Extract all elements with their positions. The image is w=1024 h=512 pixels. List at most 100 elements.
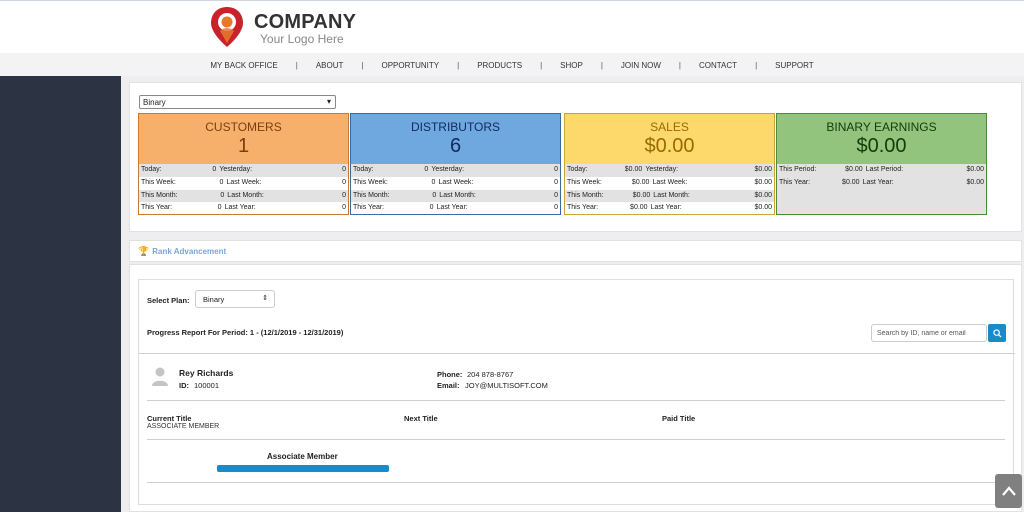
nav-join-now[interactable]: JOIN NOW bbox=[620, 60, 661, 70]
stats-plan-select-value: Binary bbox=[143, 97, 166, 107]
member-id: 100001 bbox=[194, 381, 220, 390]
next-title-label: Next Title bbox=[404, 414, 438, 423]
nav-support[interactable]: SUPPORT bbox=[775, 60, 814, 70]
stat-value: $0.00 bbox=[845, 166, 863, 173]
rank-report: Select Plan: Binary ⇕ Progress Report Fo… bbox=[138, 279, 1015, 505]
site-header: COMPANY Your Logo Here MY BACK OFFICE | … bbox=[0, 0, 1024, 77]
stat-value: $0.00 bbox=[754, 191, 773, 199]
stat-value: 0 bbox=[424, 166, 429, 173]
progress-bar bbox=[217, 465, 389, 472]
stat-label: Last Year: bbox=[224, 204, 256, 212]
stat-value: $0.00 bbox=[624, 166, 643, 173]
rank-panel: Select Plan: Binary ⇕ Progress Report Fo… bbox=[129, 264, 1022, 512]
stat-row: This Year: 0 Last Year: 0 bbox=[351, 202, 560, 215]
email-value: JOY@MULTISOFT.COM bbox=[465, 381, 548, 390]
nav-separator: | bbox=[678, 60, 681, 70]
company-name: COMPANY bbox=[254, 11, 357, 33]
stat-row: This Period: $0.00 Last Period: $0.00 bbox=[777, 164, 986, 177]
location-pin-logo-icon bbox=[211, 7, 243, 47]
trophy-icon: 🏆 bbox=[138, 245, 150, 256]
distributors-card: DISTRIBUTORS 6 Today: 0 Yesterday: 0 This We… bbox=[350, 113, 561, 215]
stat-value: $0.00 bbox=[966, 178, 985, 186]
stat-label: Yesterday: bbox=[645, 166, 679, 173]
current-title-label: Current Title bbox=[147, 414, 192, 423]
stat-value: 0 bbox=[554, 204, 559, 212]
stat-row: This Month: 0 Last Month: 0 bbox=[139, 189, 348, 203]
stat-label: This Year: bbox=[567, 204, 599, 212]
stat-label: Today: bbox=[353, 166, 374, 173]
nav-separator: | bbox=[540, 60, 543, 70]
progress-report-title: Progress Report For Period: 1 - (12/1/20… bbox=[147, 328, 344, 337]
stat-value: 0 bbox=[554, 166, 558, 173]
nav-opportunity[interactable]: OPPORTUNITY bbox=[381, 60, 440, 70]
scroll-to-top-button[interactable] bbox=[995, 474, 1022, 508]
member-id-label: ID: bbox=[179, 381, 189, 390]
divider bbox=[147, 439, 1005, 440]
stat-label: This Month: bbox=[141, 191, 178, 199]
stat-label: Last Week: bbox=[226, 178, 262, 186]
stat-label: This Year: bbox=[353, 204, 385, 212]
nav-separator: | bbox=[755, 60, 758, 70]
stat-label: Last Month: bbox=[439, 191, 476, 199]
rank-advancement-title: Rank Advancement bbox=[152, 246, 227, 256]
stats-plan-select[interactable]: Binary ▾ bbox=[139, 95, 336, 109]
current-title-value: ASSOCIATE MEMBER bbox=[147, 423, 220, 430]
card-header: CUSTOMERS 1 bbox=[139, 114, 348, 164]
nav-about[interactable]: ABOUT bbox=[315, 60, 344, 70]
stat-value: 0 bbox=[432, 191, 437, 199]
phone-label: Phone: bbox=[437, 370, 463, 379]
select-plan-dropdown[interactable]: Binary ⇕ bbox=[195, 290, 275, 308]
card-header: BINARY EARNINGS $0.00 bbox=[777, 114, 986, 164]
stat-value: $0.00 bbox=[754, 166, 772, 173]
nav-products[interactable]: PRODUCTS bbox=[477, 60, 523, 70]
stat-row: Today: 0 Yesterday: 0 bbox=[139, 164, 348, 177]
company-logo[interactable]: COMPANY Your Logo Here bbox=[208, 5, 358, 49]
card-body: Today: 0 Yesterday: 0 This Week: 0 Last Week: 0… bbox=[351, 164, 560, 214]
stat-row: This Week: 0 Last Week: 0 bbox=[139, 177, 348, 190]
stat-value: $0.00 bbox=[754, 204, 773, 212]
search-icon bbox=[992, 328, 1002, 338]
stat-label: Last Year: bbox=[436, 204, 468, 212]
card-header: DISTRIBUTORS 6 bbox=[351, 114, 560, 164]
stat-label: This Week: bbox=[353, 178, 388, 186]
stat-row: Today: $0.00 Yesterday: $0.00 bbox=[565, 164, 774, 177]
stat-label: This Period: bbox=[779, 166, 817, 173]
search-input[interactable] bbox=[871, 324, 987, 342]
binary-earnings-card: BINARY EARNINGS $0.00 This Period: $0.00 L… bbox=[776, 113, 987, 215]
search-button[interactable] bbox=[988, 324, 1006, 342]
stats-panel: Binary ▾ CUSTOMERS 1 Today: 0 Yesterday: 0 T… bbox=[129, 82, 1022, 232]
chevron-updown-icon: ⇕ bbox=[262, 295, 268, 302]
stat-value: 0 bbox=[217, 204, 222, 212]
card-value: $0.00 bbox=[856, 135, 907, 157]
nav-shop[interactable]: SHOP bbox=[560, 60, 583, 70]
select-plan-value: Binary bbox=[203, 294, 225, 304]
stat-label: Yesterday: bbox=[431, 166, 465, 173]
stat-value: 0 bbox=[212, 166, 217, 173]
chevron-up-icon bbox=[1001, 486, 1016, 496]
card-title: BINARY EARNINGS bbox=[826, 120, 937, 134]
stat-value: 0 bbox=[219, 178, 224, 186]
stat-value: $0.00 bbox=[631, 178, 650, 186]
nav-my-back-office[interactable]: MY BACK OFFICE bbox=[210, 60, 278, 70]
stat-value: 0 bbox=[342, 166, 346, 173]
chevron-down-icon: ▾ bbox=[326, 97, 331, 106]
stat-label: Today: bbox=[567, 166, 588, 173]
card-body: Today: 0 Yesterday: 0 This Week: 0 Last Week: 0… bbox=[139, 164, 348, 214]
card-title: DISTRIBUTORS bbox=[410, 120, 501, 134]
main-content: Binary ▾ CUSTOMERS 1 Today: 0 Yesterday: 0 T… bbox=[121, 76, 1024, 512]
divider bbox=[139, 353, 1015, 354]
stat-row: This Year: $0.00 Last Year: $0.00 bbox=[565, 202, 774, 215]
stat-value: 0 bbox=[220, 191, 225, 199]
card-title: CUSTOMERS bbox=[205, 120, 282, 134]
stat-row: This Week: 0 Last Week: 0 bbox=[351, 177, 560, 190]
card-body: Today: $0.00 Yesterday: $0.00 This Week: $0.0… bbox=[565, 164, 774, 214]
stat-label: Last Month: bbox=[227, 191, 264, 199]
stat-label: This Month: bbox=[353, 191, 390, 199]
stat-value: $0.00 bbox=[630, 204, 648, 212]
nav-contact[interactable]: CONTACT bbox=[698, 60, 738, 70]
sales-card: SALES $0.00 Today: $0.00 Yesterday: $0.00 Th… bbox=[564, 113, 775, 215]
stat-label: Last Month: bbox=[653, 191, 690, 199]
card-body: This Period: $0.00 Last Period: $0.00 This Y… bbox=[777, 164, 986, 214]
rank-advancement-header[interactable]: 🏆 Rank Advancement bbox=[129, 240, 1022, 262]
progress-bar-label: Associate Member bbox=[267, 452, 338, 461]
